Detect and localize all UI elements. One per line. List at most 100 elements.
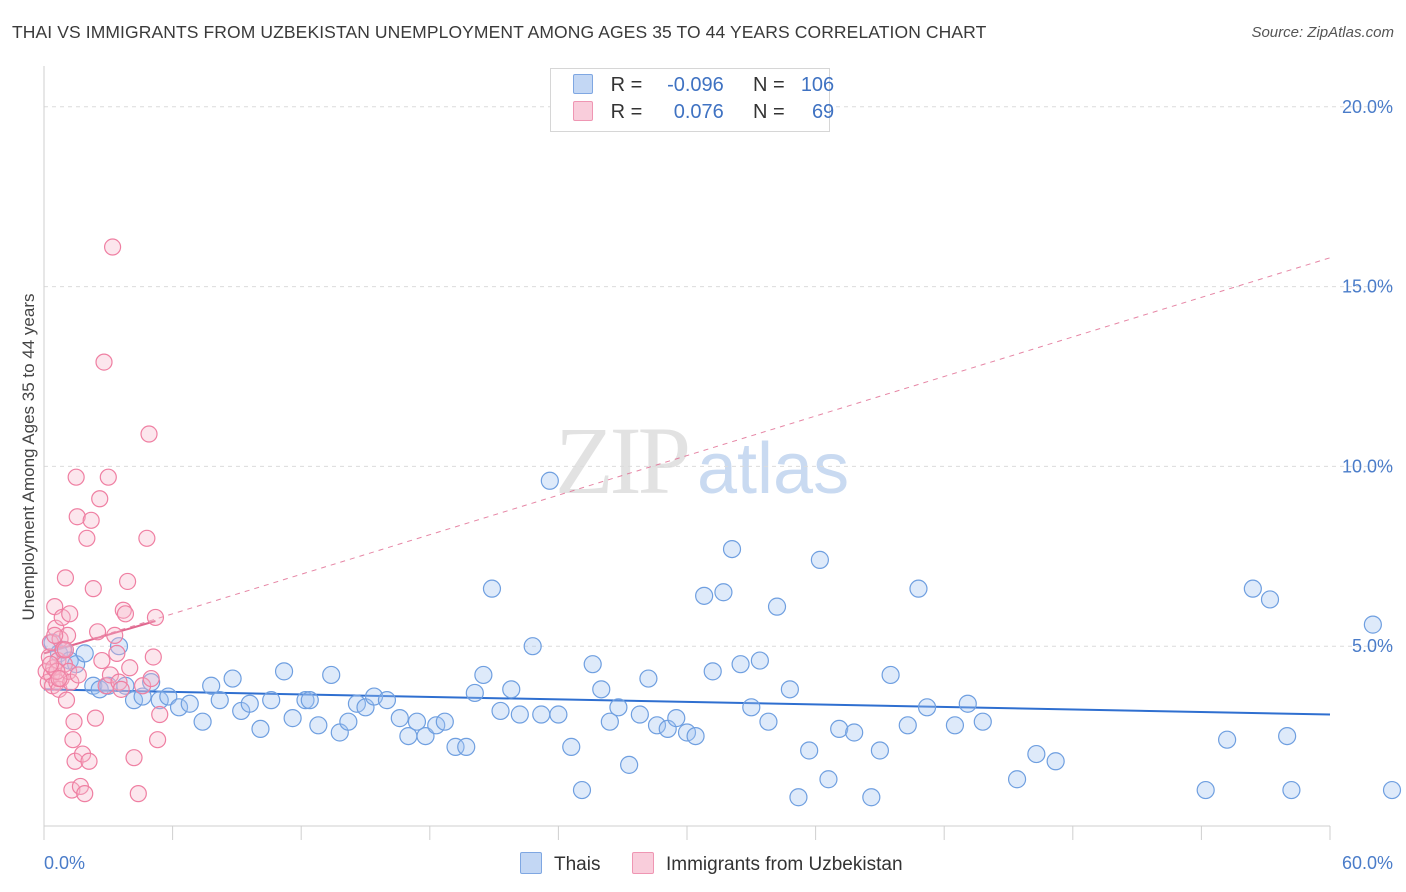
bottom-swatch-blue bbox=[520, 852, 542, 874]
data-point-thais bbox=[296, 691, 315, 710]
data-point-uzbekistan bbox=[60, 662, 78, 680]
data-point-thais bbox=[1243, 579, 1262, 598]
data-point-uzbekistan bbox=[73, 745, 92, 763]
data-point-thais bbox=[1196, 780, 1215, 800]
legend-r-value: -0.096 bbox=[667, 74, 724, 96]
data-point-thais bbox=[630, 705, 649, 724]
data-point-thais bbox=[482, 579, 502, 598]
data-point-uzbekistan bbox=[64, 731, 82, 749]
data-point-thais bbox=[789, 788, 808, 807]
data-point-thais bbox=[159, 687, 178, 706]
data-point-uzbekistan bbox=[103, 238, 122, 256]
data-point-thais bbox=[549, 705, 568, 724]
data-point-thais bbox=[917, 698, 937, 717]
bottom-swatch-pink bbox=[632, 852, 654, 874]
x-tick-label: 60.0% bbox=[1342, 853, 1393, 873]
data-point-thais bbox=[446, 737, 465, 756]
data-point-uzbekistan bbox=[76, 785, 94, 803]
data-point-uzbekistan bbox=[80, 752, 98, 770]
data-point-uzbekistan bbox=[86, 709, 105, 727]
data-point-thais bbox=[881, 665, 900, 685]
data-point-thais bbox=[532, 705, 551, 724]
data-point-uzbekistan bbox=[41, 655, 60, 673]
tick-labels: 5.0% 10.0% 15.0% 20.0% 0.0% 60.0% bbox=[44, 97, 1393, 873]
data-point-thais bbox=[759, 712, 778, 731]
bottom-legend-label: Thais bbox=[554, 854, 601, 875]
data-point-uzbekistan bbox=[57, 691, 76, 709]
data-point-thais bbox=[1278, 726, 1297, 746]
data-point-thais bbox=[1282, 780, 1301, 800]
data-point-thais bbox=[502, 680, 521, 699]
legend-r-label: R = bbox=[610, 101, 643, 123]
data-point-thais bbox=[1363, 615, 1382, 634]
watermark: ZIP atlas bbox=[555, 405, 849, 516]
legend-row-uzbekistan: R = 0.076 N = 69 bbox=[573, 101, 834, 127]
data-point-thais bbox=[703, 662, 722, 681]
data-point-thais bbox=[1260, 590, 1280, 609]
y-tick-label: 5.0% bbox=[1352, 636, 1393, 656]
bottom-legend-thais: Thais bbox=[520, 852, 600, 876]
legend: R = -0.096 N = 106 R = 0.076 N = 69 bbox=[550, 68, 834, 132]
data-point-thais bbox=[1382, 780, 1402, 800]
data-point-uzbekistan bbox=[56, 569, 75, 587]
data-point-thais bbox=[667, 709, 686, 728]
data-point-thais bbox=[142, 673, 161, 692]
data-point-thais bbox=[592, 680, 611, 699]
data-point-thais bbox=[180, 694, 199, 713]
data-point-thais bbox=[600, 712, 619, 731]
data-point-thais bbox=[800, 741, 819, 760]
source-label: Source: ZipAtlas.com bbox=[1251, 24, 1394, 41]
legend-n-label: N = bbox=[752, 74, 785, 96]
y-tick-label: 10.0% bbox=[1342, 456, 1393, 476]
data-point-thais bbox=[686, 726, 705, 746]
data-point-thais bbox=[862, 788, 881, 807]
data-point-thais bbox=[1046, 752, 1065, 771]
data-point-thais bbox=[416, 726, 435, 746]
data-point-thais bbox=[620, 755, 639, 774]
data-point-uzbekistan bbox=[133, 677, 152, 695]
data-point-uzbekistan bbox=[106, 626, 124, 645]
series-thais bbox=[43, 471, 1402, 807]
watermark-zip: ZIP bbox=[555, 407, 691, 514]
data-point-thais bbox=[1218, 730, 1237, 749]
data-point-thais bbox=[491, 701, 510, 721]
data-point-thais bbox=[780, 680, 799, 699]
data-point-uzbekistan bbox=[121, 659, 139, 677]
data-point-thais bbox=[898, 716, 917, 735]
data-point-thais bbox=[845, 723, 864, 742]
legend-swatch-pink bbox=[573, 101, 593, 121]
bottom-legend-uzbekistan: Immigrants from Uzbekistan bbox=[632, 852, 903, 876]
data-point-thais bbox=[639, 669, 658, 688]
data-point-thais bbox=[958, 694, 977, 713]
data-point-thais bbox=[193, 712, 212, 731]
data-point-thais bbox=[435, 712, 454, 731]
legend-r-value: 0.076 bbox=[673, 101, 724, 123]
data-point-uzbekistan bbox=[78, 529, 96, 547]
data-point-uzbekistan bbox=[146, 608, 165, 627]
data-point-uzbekistan bbox=[101, 666, 120, 684]
y-tick-label: 15.0% bbox=[1342, 277, 1393, 297]
data-point-uzbekistan bbox=[65, 713, 83, 731]
data-point-uzbekistan bbox=[84, 580, 102, 598]
data-point-uzbekistan bbox=[151, 705, 169, 724]
data-point-thais bbox=[583, 655, 602, 674]
legend-n-label: N = bbox=[752, 101, 785, 123]
data-point-uzbekistan bbox=[144, 648, 162, 666]
data-point-thais bbox=[572, 780, 592, 800]
data-point-thais bbox=[909, 579, 928, 598]
data-point-thais bbox=[562, 737, 581, 756]
data-point-thais bbox=[75, 644, 94, 663]
legend-swatch-blue bbox=[573, 74, 593, 94]
series-uzbekistan bbox=[37, 238, 169, 803]
data-point-uzbekistan bbox=[91, 490, 109, 508]
data-point-thais bbox=[240, 694, 259, 713]
trend-line-uzbekistan-extended bbox=[43, 257, 1331, 654]
trend-lines bbox=[43, 257, 1331, 716]
data-point-thais bbox=[251, 719, 270, 739]
data-point-uzbekistan bbox=[63, 781, 81, 799]
data-point-thais bbox=[750, 651, 769, 670]
data-point-uzbekistan bbox=[95, 353, 113, 371]
data-point-thais bbox=[283, 709, 302, 728]
data-point-uzbekistan bbox=[82, 511, 100, 529]
